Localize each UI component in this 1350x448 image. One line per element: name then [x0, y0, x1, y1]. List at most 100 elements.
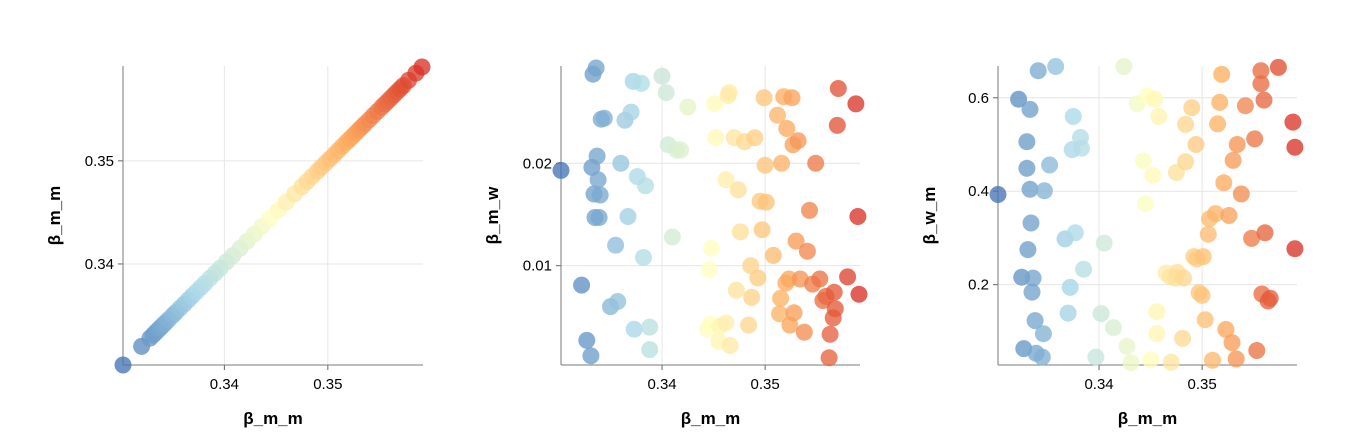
data-point [829, 80, 847, 97]
data-point [1213, 65, 1231, 83]
x-tick-label: 0.34 [210, 376, 239, 393]
data-point [849, 208, 867, 225]
data-point [785, 304, 803, 322]
x-tick-label: 0.34 [1084, 376, 1113, 393]
data-point [1033, 348, 1051, 366]
data-point [1236, 97, 1254, 115]
data-point [609, 293, 627, 310]
data-point [641, 318, 659, 336]
data-point [679, 98, 697, 116]
data-point [789, 132, 807, 150]
data-point [1087, 348, 1105, 366]
data-point [587, 59, 605, 77]
data-point [1142, 351, 1160, 369]
data-point [663, 228, 681, 246]
x-tick-label: 0.34 [647, 376, 676, 393]
data-point [727, 281, 745, 299]
data-point [753, 221, 771, 239]
data-point [1261, 289, 1279, 307]
data-point [756, 156, 774, 174]
data-point [731, 223, 749, 241]
data-point [413, 58, 431, 76]
data-point [1035, 182, 1053, 200]
data-point [1193, 286, 1211, 304]
data-point [717, 314, 735, 332]
data-point [1284, 113, 1302, 131]
data-point [839, 268, 857, 286]
data-point [1148, 325, 1166, 343]
y-tick-label: 0.4 [968, 183, 989, 200]
data-point [1223, 334, 1241, 352]
data-point [1134, 152, 1152, 170]
data-point [1105, 319, 1122, 337]
x-tick-label: 0.35 [313, 376, 342, 393]
x-axis-title: β_m_m [1118, 409, 1178, 428]
data-point [1066, 224, 1084, 242]
y-tick-label: 0.02 [523, 155, 552, 172]
data-point [1018, 159, 1036, 177]
data-point [1255, 91, 1273, 109]
data-point [772, 289, 790, 307]
data-point [1207, 205, 1224, 223]
data-point [1252, 75, 1270, 93]
data-point [1029, 62, 1047, 80]
data-point [637, 177, 654, 195]
data-point [1215, 174, 1233, 192]
data-point [773, 154, 791, 172]
data-point [1177, 115, 1195, 133]
data-point [625, 320, 643, 338]
data-point [1177, 153, 1195, 171]
x-axis-title: β_m_m [243, 409, 303, 428]
data-point [1073, 139, 1090, 157]
data-point [1256, 224, 1274, 242]
data-point [1211, 93, 1229, 111]
data-point [619, 208, 637, 225]
data-point [1224, 151, 1242, 169]
data-point [1243, 229, 1261, 247]
y-tick-label: 0.01 [523, 258, 552, 275]
data-point [825, 283, 843, 301]
data-point [552, 161, 570, 179]
data-point [1021, 180, 1039, 198]
data-point [1122, 354, 1140, 372]
data-point [717, 171, 735, 189]
y-tick-label: 0.2 [968, 277, 989, 294]
data-point [771, 305, 789, 323]
data-point [1024, 269, 1042, 287]
data-point [706, 95, 724, 113]
data-point [1252, 62, 1270, 80]
data-point [1019, 241, 1037, 259]
y-tick-label: 0.35 [85, 153, 114, 170]
data-point [1026, 312, 1044, 330]
data-point [1175, 269, 1193, 287]
data-point [1018, 133, 1036, 151]
data-point [1217, 321, 1235, 338]
data-point [746, 129, 764, 147]
y-axis-title: β_m_w [483, 186, 502, 244]
data-point [1183, 99, 1201, 117]
data-point [1248, 342, 1266, 359]
data-point [595, 109, 613, 127]
data-point [757, 193, 775, 211]
data-point [1148, 303, 1166, 321]
data-point [755, 89, 773, 107]
data-point [635, 249, 652, 266]
data-point [807, 154, 825, 172]
data-point [1047, 58, 1065, 75]
data-point [1010, 90, 1028, 108]
data-point [1041, 156, 1059, 174]
data-point [653, 67, 671, 85]
data-point [1118, 337, 1136, 355]
data-point [1286, 138, 1304, 156]
data-point [1136, 195, 1154, 213]
data-point [721, 337, 739, 354]
data-point [641, 341, 659, 359]
data-point [1115, 58, 1133, 75]
data-point [1022, 214, 1040, 232]
data-point [1023, 283, 1041, 301]
data-point [1095, 234, 1113, 252]
data-point [672, 141, 690, 159]
data-point [582, 347, 600, 365]
data-point [703, 239, 720, 257]
